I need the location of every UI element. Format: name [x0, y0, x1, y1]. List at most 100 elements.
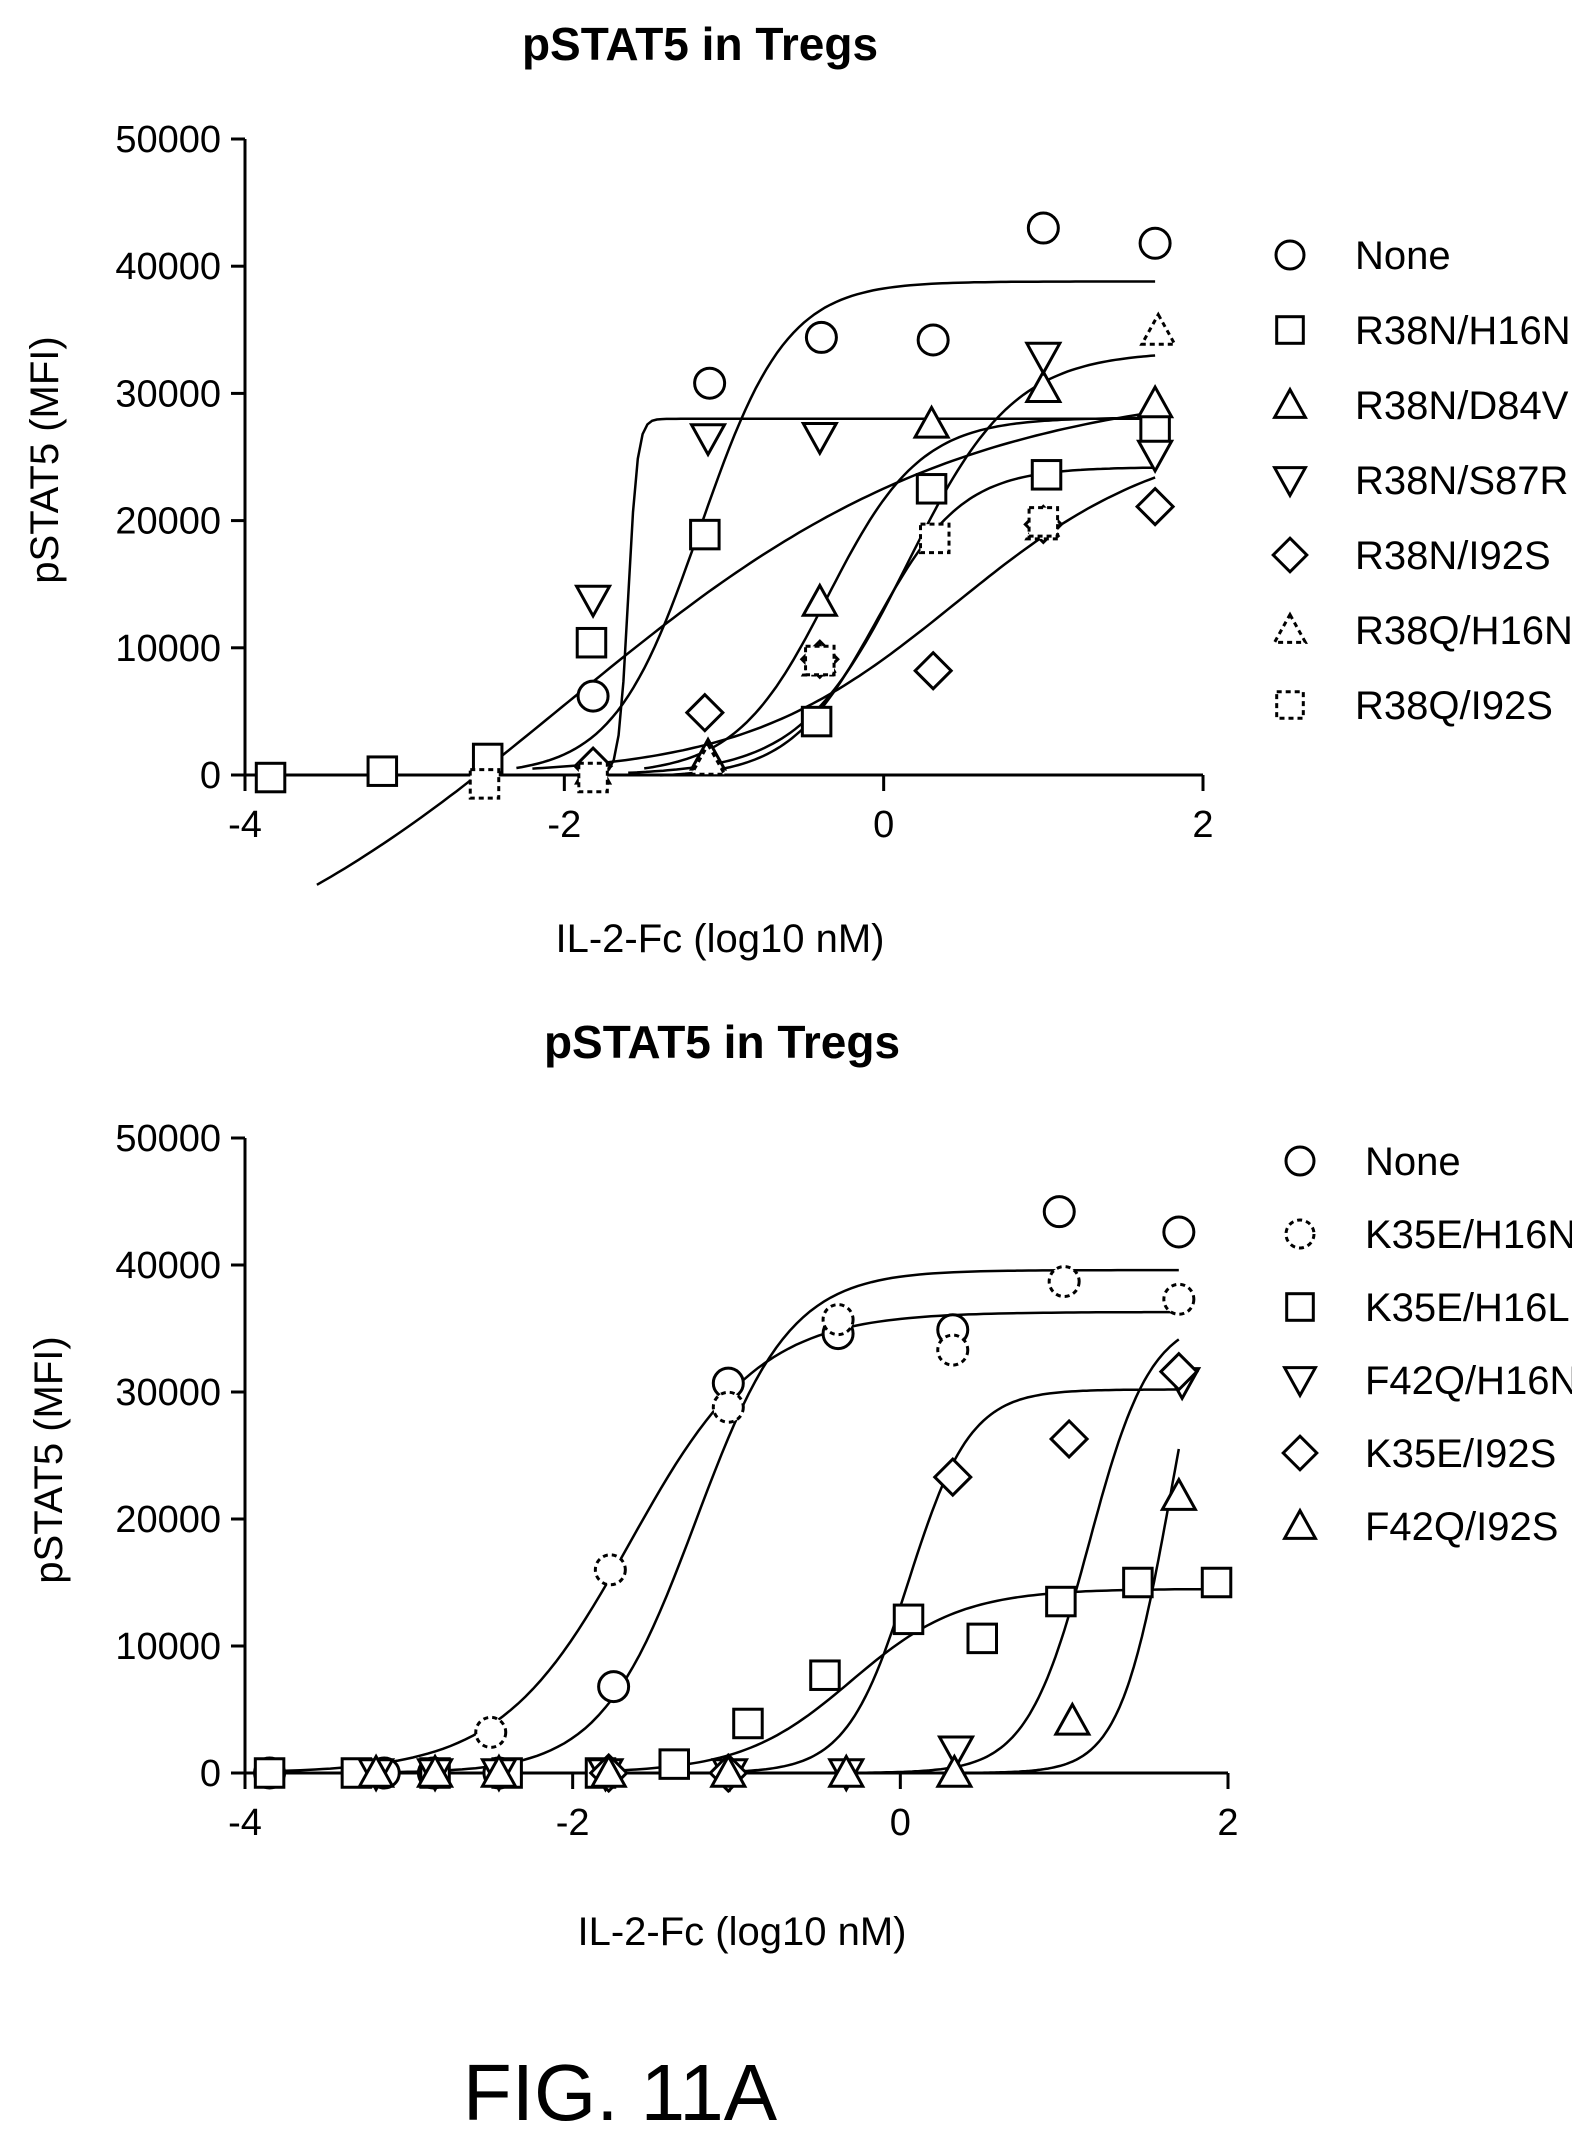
data-point	[577, 761, 609, 794]
data-point	[966, 1622, 998, 1655]
legend-marker	[1281, 1434, 1319, 1472]
data-point	[1162, 1215, 1196, 1249]
data-point	[1134, 486, 1176, 527]
data-point	[366, 755, 399, 787]
data-point	[1122, 1566, 1154, 1599]
data-point	[936, 1333, 970, 1367]
data-point	[357, 1753, 396, 1788]
chart-title: pSTAT5 in Tregs	[522, 18, 878, 70]
data-point	[574, 584, 613, 620]
legend: None K35E/H16N K35E/H16L F42Q/H16N K35E/I92S…	[1281, 1140, 1572, 1549]
data-point	[916, 323, 950, 357]
data-point	[1027, 506, 1060, 538]
data-point	[821, 1303, 855, 1337]
y-tick-label: 20000	[115, 1499, 221, 1541]
x-tick-label: 2	[1217, 1802, 1238, 1844]
data-point	[474, 1715, 508, 1749]
legend-label: None	[1355, 234, 1451, 278]
data-point	[709, 1753, 748, 1788]
legend-label: F42Q/H16N	[1365, 1359, 1572, 1403]
fit-curve	[316, 410, 1156, 886]
data-point	[1053, 1701, 1092, 1736]
data-point	[1159, 1476, 1198, 1511]
legend-label: R38N/S87R	[1355, 459, 1568, 503]
chart-top: pSTAT5 in Tregs pSTAT5 (MFI) IL-2-Fc (lo…	[23, 18, 1572, 961]
data-point	[1045, 1585, 1077, 1618]
data-point	[684, 692, 725, 733]
y-tick-label: 30000	[115, 1372, 221, 1414]
data-point	[1024, 341, 1063, 377]
y-tick-label: 0	[200, 755, 221, 797]
data-point	[809, 1659, 841, 1691]
figure-caption: FIG. 11A	[463, 2048, 778, 2137]
chart-title: pSTAT5 in Tregs	[544, 1016, 900, 1068]
legend-label: K35E/I92S	[1365, 1432, 1556, 1476]
axes: 0 10000 20000 30000 40000 50000 -4 -2 0 2	[115, 1118, 1238, 1844]
y-tick-label: 50000	[115, 1118, 221, 1160]
data-point	[1162, 1282, 1196, 1316]
data-point	[912, 404, 951, 439]
y-axis-label: pSTAT5 (MFI)	[27, 1336, 71, 1583]
data-point	[1048, 1418, 1090, 1460]
data-point	[593, 1553, 627, 1587]
fit-curve	[580, 417, 1156, 777]
data-point	[1139, 413, 1171, 445]
x-tick-label: -2	[556, 1802, 590, 1844]
legend: None R38N/H16N R38N/D84V R38N/S87R R38N/I92S…	[1271, 234, 1572, 728]
data-point	[804, 644, 836, 677]
fit-curve	[588, 1587, 1217, 1773]
y-axis-label: pSTAT5 (MFI)	[23, 336, 67, 583]
legend-marker	[1271, 536, 1309, 574]
data-point	[732, 1707, 764, 1740]
data-point	[1030, 459, 1063, 491]
x-tick-label: 0	[873, 804, 894, 846]
data-point	[688, 423, 728, 458]
legend-label: None	[1365, 1140, 1461, 1184]
legend-marker	[1272, 611, 1308, 644]
data-point	[936, 1735, 976, 1770]
data-point	[693, 366, 727, 400]
data-point	[597, 1670, 631, 1704]
data-point	[800, 421, 839, 457]
fit-curve	[933, 1448, 1181, 1775]
legend-marker	[1274, 239, 1306, 271]
fit-curve	[736, 1388, 1179, 1773]
data-point	[804, 320, 838, 354]
y-tick-label: 20000	[115, 501, 221, 543]
legend-marker	[1285, 1292, 1315, 1322]
x-axis-label: IL-2-Fc (log10 nM)	[578, 1910, 907, 1954]
chart-bottom: pSTAT5 in Tregs pSTAT5 (MFI) IL-2-Fc (lo…	[27, 1016, 1572, 1954]
data-point	[471, 742, 504, 775]
fit-curve	[660, 466, 1156, 777]
data-point	[1136, 439, 1175, 475]
legend-marker	[1275, 690, 1305, 720]
fit-curves	[316, 280, 1156, 886]
data-point	[1139, 311, 1178, 346]
data-point	[589, 1753, 628, 1788]
legend-marker	[1282, 1507, 1318, 1540]
y-tick-label: 50000	[115, 119, 221, 161]
data-point	[827, 1753, 866, 1788]
data-point	[800, 705, 833, 738]
data-point	[658, 1748, 690, 1780]
legend-marker	[1284, 1145, 1316, 1177]
data-point	[1158, 1351, 1199, 1392]
data-point	[932, 1456, 973, 1498]
data-point	[479, 1753, 518, 1788]
fit-curve	[834, 1338, 1180, 1775]
y-tick-label: 0	[200, 1753, 221, 1795]
y-tick-label: 30000	[115, 373, 221, 415]
data-markers	[254, 211, 1178, 800]
data-point	[1138, 226, 1172, 260]
y-tick-label: 10000	[115, 1626, 221, 1668]
legend-marker	[1272, 466, 1308, 499]
x-tick-label: -4	[228, 1802, 262, 1844]
x-axis-label: IL-2-Fc (log10 nM)	[556, 917, 885, 961]
fit-curve	[359, 1268, 1179, 1774]
data-point	[688, 741, 728, 776]
data-point	[1200, 1566, 1233, 1599]
legend-label: R38Q/H16N	[1355, 609, 1572, 653]
data-point	[892, 1603, 925, 1636]
data-point	[935, 1753, 974, 1788]
